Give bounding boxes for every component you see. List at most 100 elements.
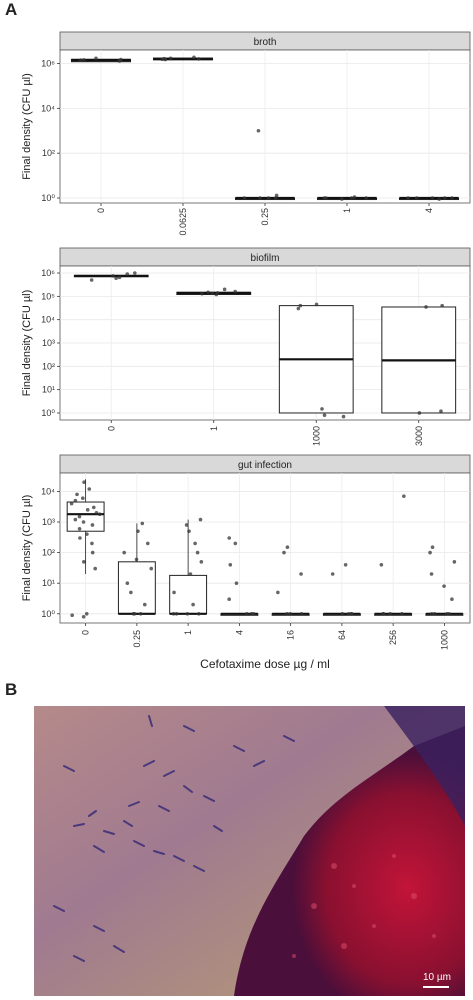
data-point bbox=[340, 611, 345, 616]
data-point bbox=[89, 278, 94, 282]
data-point bbox=[430, 196, 435, 200]
data-point bbox=[322, 196, 327, 200]
data-point bbox=[340, 197, 344, 201]
data-point bbox=[149, 566, 154, 571]
data-point bbox=[125, 581, 130, 585]
figure-canvas: broth 10⁰ 10² 10⁴ 10⁶ 0 0.0625 0.25 1 4 Final dens… bbox=[21, 31, 471, 671]
data-point bbox=[197, 611, 201, 616]
x-tick-label: 0 bbox=[96, 208, 106, 213]
data-point bbox=[172, 590, 176, 595]
data-point bbox=[432, 611, 437, 616]
data-point bbox=[85, 532, 89, 536]
data-point bbox=[424, 305, 428, 309]
data-point bbox=[111, 274, 115, 278]
scale-bar bbox=[423, 986, 449, 988]
data-point bbox=[73, 498, 78, 503]
data-point bbox=[417, 411, 422, 415]
data-point bbox=[406, 196, 410, 200]
data-point bbox=[78, 58, 83, 63]
data-point bbox=[133, 271, 137, 275]
data-point bbox=[233, 541, 238, 546]
micrograph-image: 10 µm bbox=[34, 706, 465, 996]
data-point bbox=[244, 611, 249, 616]
data-point bbox=[228, 562, 233, 567]
data-point bbox=[206, 290, 210, 295]
data-point bbox=[131, 611, 136, 616]
data-point bbox=[134, 557, 139, 562]
y-tick-label: 10⁰ bbox=[41, 408, 55, 418]
data-point bbox=[379, 562, 384, 567]
data-point bbox=[447, 611, 451, 616]
data-point bbox=[184, 523, 189, 527]
x-tick-label: 64 bbox=[337, 630, 347, 640]
data-point bbox=[285, 611, 289, 616]
data-point bbox=[452, 560, 457, 564]
data-point bbox=[162, 56, 166, 61]
chart-panel-biofilm: biofilm 10⁰ 10¹ 10² 10³ 10⁴ 10⁵ 10⁶ 0 1 1000 3000 Fi… bbox=[21, 247, 471, 446]
data-point bbox=[81, 496, 85, 501]
x-tick-label: 256 bbox=[388, 630, 398, 645]
y-axis-label: Final density (CFU µl) bbox=[21, 290, 33, 397]
y-tick-label: 10⁴ bbox=[41, 103, 55, 113]
data-point bbox=[199, 560, 204, 564]
chart-panel-broth: broth 10⁰ 10² 10⁴ 10⁶ 0 0.0625 0.25 1 4 Final dens… bbox=[21, 31, 471, 236]
data-point bbox=[288, 611, 293, 616]
data-point bbox=[285, 545, 290, 550]
data-point bbox=[118, 58, 122, 63]
data-point bbox=[81, 560, 86, 564]
data-point bbox=[69, 501, 74, 506]
data-point bbox=[81, 520, 86, 524]
data-point bbox=[77, 526, 82, 531]
data-point bbox=[200, 291, 204, 296]
x-tick-label: 3000 bbox=[414, 426, 424, 446]
x-tick-label: 1000 bbox=[311, 426, 321, 446]
data-point bbox=[193, 541, 197, 546]
x-tick-label: 0.25 bbox=[132, 630, 142, 648]
data-point bbox=[188, 572, 193, 576]
x-tick-label: 4 bbox=[234, 630, 244, 635]
data-point bbox=[251, 611, 256, 616]
y-tick-label: 10⁵ bbox=[41, 291, 55, 301]
x-tick-label: 0 bbox=[106, 426, 116, 431]
data-point bbox=[117, 275, 122, 280]
data-point bbox=[82, 480, 86, 485]
data-point bbox=[198, 517, 203, 522]
data-point bbox=[276, 590, 280, 595]
y-axis-label: Final density (CFU µl) bbox=[21, 73, 33, 180]
data-point bbox=[349, 196, 354, 200]
data-point bbox=[242, 196, 247, 200]
x-tick-label: 0 bbox=[81, 630, 91, 635]
data-point bbox=[450, 597, 454, 601]
y-tick-label: 10⁰ bbox=[41, 193, 55, 203]
data-point bbox=[222, 287, 227, 292]
data-point bbox=[440, 303, 444, 308]
data-point bbox=[296, 306, 301, 311]
data-point bbox=[227, 536, 231, 540]
data-point bbox=[346, 611, 351, 616]
data-point bbox=[171, 611, 176, 616]
data-point bbox=[94, 56, 98, 61]
data-point bbox=[273, 196, 278, 200]
data-point bbox=[233, 289, 237, 294]
data-point bbox=[349, 611, 354, 616]
data-point bbox=[196, 57, 201, 61]
x-tick-label: 1 bbox=[209, 426, 219, 431]
data-point bbox=[142, 602, 147, 607]
data-point bbox=[97, 512, 102, 517]
data-point bbox=[352, 195, 357, 199]
facet-title: gut infection bbox=[238, 460, 292, 471]
data-point bbox=[138, 611, 143, 616]
data-point bbox=[322, 413, 327, 418]
x-tick-label: 0.25 bbox=[260, 208, 270, 226]
data-point bbox=[414, 196, 419, 200]
y-tick-label: 10⁶ bbox=[41, 268, 55, 278]
data-point bbox=[174, 611, 179, 616]
box bbox=[169, 574, 208, 615]
chart-panel-gut-infection: gut infection 10⁰ 10¹ 10² 10³ 10⁴ 0 0.25 1 4 16 64 2… bbox=[21, 454, 471, 671]
data-point bbox=[210, 291, 215, 296]
data-point bbox=[214, 292, 219, 297]
x-tick-label: 1 bbox=[342, 208, 352, 213]
data-point bbox=[227, 597, 231, 601]
data-point bbox=[381, 611, 385, 616]
y-tick-label: 10¹ bbox=[42, 385, 55, 395]
